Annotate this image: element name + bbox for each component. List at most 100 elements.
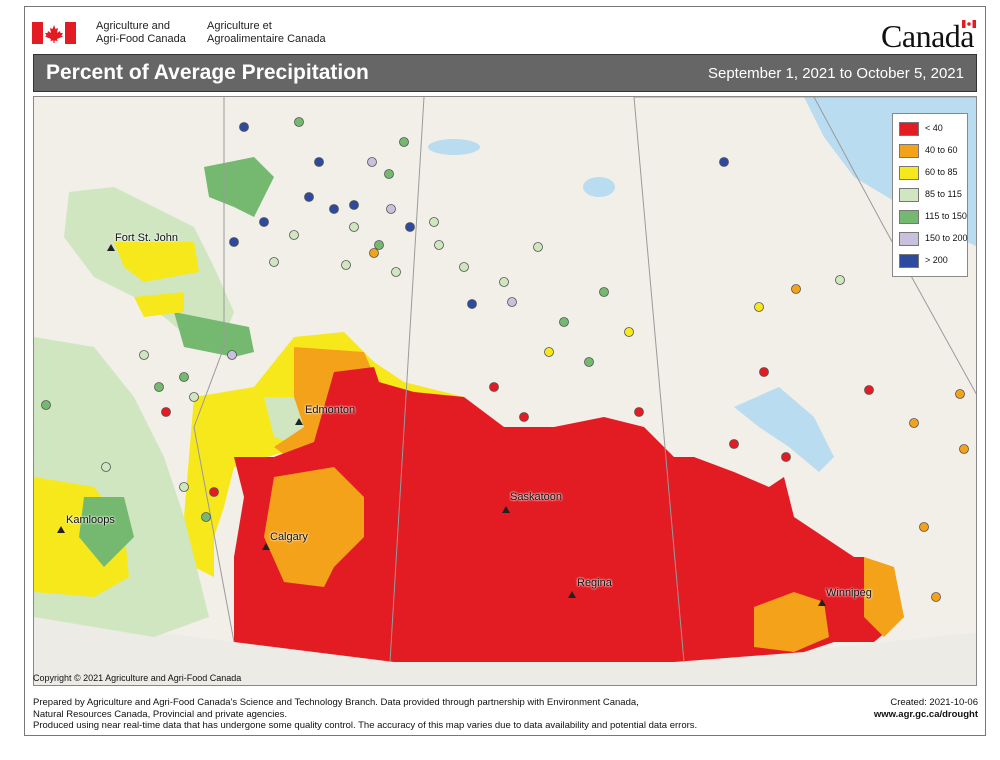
city-label-fort-st-john: Fort St. John bbox=[115, 232, 178, 244]
map-title: Percent of Average Precipitation bbox=[46, 61, 369, 84]
station-dot bbox=[374, 240, 384, 250]
station-dot bbox=[239, 122, 249, 132]
created-date: Created: 2021-10-06 bbox=[890, 697, 978, 708]
dept-en-line2: Agri-Food Canada bbox=[96, 33, 186, 45]
canada-wordmark: Canada bbox=[881, 18, 976, 55]
station-dot bbox=[955, 389, 965, 399]
station-dot bbox=[434, 240, 444, 250]
city-marker-icon bbox=[818, 599, 826, 606]
city-label-saskatoon: Saskatoon bbox=[510, 491, 562, 503]
page-frame bbox=[24, 6, 986, 736]
station-dot bbox=[367, 157, 377, 167]
zone-under-40-prairies bbox=[234, 367, 864, 662]
station-dot bbox=[719, 157, 729, 167]
department-name-english: Agriculture and Agri-Food Canada bbox=[96, 20, 186, 46]
station-dot bbox=[369, 248, 379, 258]
city-label-winnipeg: Winnipeg bbox=[826, 587, 872, 599]
station-dot bbox=[781, 452, 791, 462]
zone-115-150-peace bbox=[174, 312, 254, 357]
lake-winnipeg bbox=[734, 387, 834, 472]
station-dot bbox=[729, 439, 739, 449]
dept-fr-line2: Agroalimentaire Canada bbox=[207, 33, 326, 45]
dept-en-line1: Agriculture and bbox=[96, 20, 170, 32]
city-label-regina: Regina bbox=[577, 577, 612, 589]
map-canvas bbox=[34, 97, 976, 685]
city-label-kamloops: Kamloops bbox=[66, 514, 115, 526]
station-dot bbox=[161, 407, 171, 417]
station-dot bbox=[864, 385, 874, 395]
station-dot bbox=[467, 299, 477, 309]
precipitation-map bbox=[33, 96, 977, 686]
usa-region bbox=[34, 617, 976, 685]
station-dot bbox=[507, 297, 517, 307]
legend-label: 60 to 85 bbox=[925, 167, 958, 177]
station-dot bbox=[754, 302, 764, 312]
station-dot bbox=[399, 137, 409, 147]
source-url-link[interactable]: www.agr.gc.ca/drought bbox=[873, 708, 978, 720]
wordmark-flag-icon bbox=[962, 20, 976, 28]
station-dot bbox=[931, 592, 941, 602]
footer-meta: Created: 2021-10-06 www.agr.gc.ca/drough… bbox=[874, 697, 978, 720]
station-dot bbox=[429, 217, 439, 227]
station-dot bbox=[909, 418, 919, 428]
border-bc-ab-south bbox=[193, 346, 235, 643]
station-dot bbox=[179, 372, 189, 382]
legend-swatch bbox=[899, 122, 919, 136]
station-dot bbox=[41, 400, 51, 410]
footer-line3: Produced using near real-time data that … bbox=[33, 720, 698, 731]
station-dots bbox=[41, 117, 969, 602]
station-dot bbox=[154, 382, 164, 392]
legend: < 40 40 to 60 60 to 85 85 to 115 115 to … bbox=[892, 113, 968, 277]
legend-swatch bbox=[899, 254, 919, 268]
legend-label: 115 to 150 bbox=[925, 211, 967, 221]
station-dot bbox=[259, 217, 269, 227]
station-dot bbox=[384, 169, 394, 179]
station-dot bbox=[391, 267, 401, 277]
station-dot bbox=[179, 482, 189, 492]
station-dot bbox=[229, 237, 239, 247]
city-marker-icon bbox=[568, 591, 576, 598]
station-dot bbox=[499, 277, 509, 287]
station-dot bbox=[294, 117, 304, 127]
station-dot bbox=[459, 262, 469, 272]
station-dot bbox=[759, 367, 769, 377]
station-dot bbox=[329, 204, 339, 214]
city-marker-icon bbox=[502, 506, 510, 513]
station-dot bbox=[201, 512, 211, 522]
station-dot bbox=[599, 287, 609, 297]
zone-40-60-east-mb bbox=[864, 557, 904, 637]
wordmark-text: Canada bbox=[881, 18, 974, 54]
department-name-french: Agriculture et Agroalimentaire Canada bbox=[207, 20, 326, 46]
station-dot bbox=[584, 357, 594, 367]
station-dot bbox=[519, 412, 529, 422]
station-dot bbox=[289, 230, 299, 240]
zone-60-85-fsj-2 bbox=[134, 292, 184, 317]
city-label-calgary: Calgary bbox=[270, 531, 308, 543]
zone-115-150-north bbox=[204, 157, 274, 217]
city-marker-icon bbox=[57, 526, 65, 533]
canada-flag-icon bbox=[32, 22, 76, 44]
station-dot bbox=[349, 222, 359, 232]
station-dot bbox=[227, 350, 237, 360]
station-dot bbox=[139, 350, 149, 360]
legend-label: 40 to 60 bbox=[925, 145, 958, 155]
station-dot bbox=[919, 522, 929, 532]
copyright: Copyright © 2021 Agriculture and Agri-Fo… bbox=[33, 673, 242, 683]
station-dot bbox=[341, 260, 351, 270]
legend-swatch bbox=[899, 144, 919, 158]
station-dot bbox=[386, 204, 396, 214]
lake-athabasca bbox=[428, 139, 480, 155]
city-marker-icon bbox=[107, 244, 115, 251]
legend-swatch bbox=[899, 232, 919, 246]
city-label-edmonton: Edmonton bbox=[305, 404, 356, 416]
legend-swatch bbox=[899, 188, 919, 202]
station-dot bbox=[269, 257, 279, 267]
legend-label: 150 to 200 bbox=[925, 233, 968, 243]
station-dot bbox=[835, 275, 845, 285]
footer-line2: Natural Resources Canada, Provincial and… bbox=[33, 708, 287, 720]
station-dot bbox=[189, 392, 199, 402]
dept-fr-line1: Agriculture et bbox=[207, 20, 272, 32]
station-dot bbox=[791, 284, 801, 294]
footer-line1: Prepared by Agriculture and Agri-Food Ca… bbox=[33, 697, 639, 708]
station-dot bbox=[544, 347, 554, 357]
